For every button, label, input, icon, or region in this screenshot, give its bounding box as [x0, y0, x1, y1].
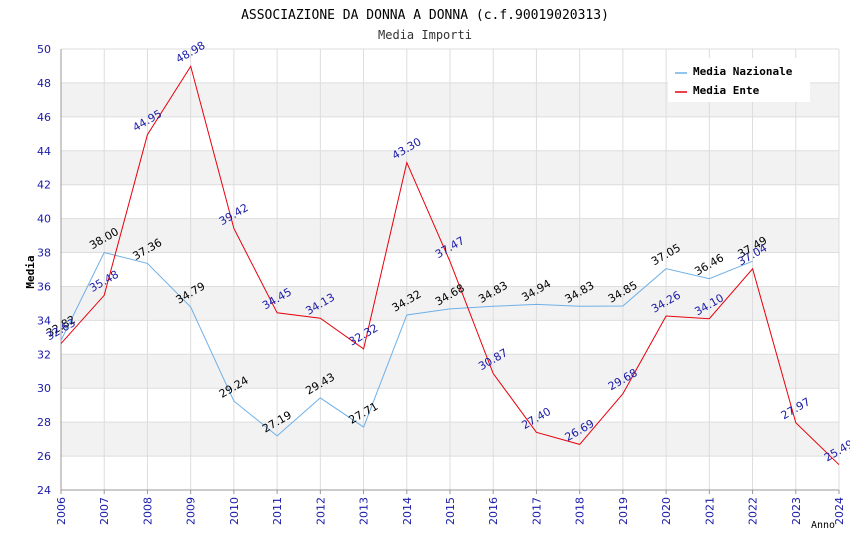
x-tick-label-2016: 2016: [487, 497, 500, 525]
legend: Media Nazionale Media Ente: [668, 58, 810, 102]
y-axis-label: Media: [24, 255, 37, 288]
series-line-media-nazionale: [60, 251, 753, 437]
x-tick-label-2017: 2017: [530, 497, 543, 525]
x-tick-label-2023: 2023: [790, 497, 803, 525]
x-tick-label-2011: 2011: [271, 497, 284, 525]
series-lines: [60, 65, 840, 466]
y-tick-label-38: 38: [37, 247, 51, 260]
x-tick-label-2009: 2009: [185, 497, 198, 525]
x-tick-label-2020: 2020: [660, 497, 673, 525]
x-tick-label-2019: 2019: [617, 497, 630, 525]
y-tick-label-48: 48: [37, 77, 51, 90]
x-tick-label-2022: 2022: [747, 497, 760, 525]
x-tick-label-2014: 2014: [401, 497, 414, 525]
x-tick-label-2012: 2012: [314, 497, 327, 525]
y-tick-label-44: 44: [37, 145, 51, 158]
x-tick-label-2013: 2013: [358, 497, 371, 525]
legend-label-media-ente: Media Ente: [693, 84, 760, 97]
x-tick-label-2018: 2018: [574, 497, 587, 525]
x-axis-label: Anno: [811, 520, 835, 531]
y-tick-label-24: 24: [37, 484, 51, 497]
axes: [60, 49, 840, 494]
y-tick-label-36: 36: [37, 280, 51, 293]
y-tick-label-26: 26: [37, 450, 51, 463]
x-tick-label-2021: 2021: [703, 497, 716, 525]
y-tick-label-30: 30: [37, 382, 51, 395]
y-tick-label-34: 34: [37, 314, 51, 327]
y-tick-label-42: 42: [37, 179, 51, 192]
x-tick-label-2024: 2024: [833, 497, 846, 525]
y-tick-label-28: 28: [37, 416, 51, 429]
x-tick-labels: 2006 2007 2008 2009 2010 2011 2012 2013 2014 2015…: [55, 497, 846, 525]
series-line-media-ente: [60, 65, 840, 466]
y-tick-label-50: 50: [37, 43, 51, 56]
y-tick-label-40: 40: [37, 213, 51, 226]
y-tick-label-46: 46: [37, 111, 51, 124]
x-tick-label-2008: 2008: [141, 497, 154, 525]
y-tick-label-32: 32: [37, 348, 51, 361]
y-tick-labels: 24 26 28 30 32 34 36 38 40 42 44 46 48 50: [37, 43, 51, 497]
chart-subtitle: Media Importi: [378, 28, 472, 42]
legend-label-media-nazionale: Media Nazionale: [693, 65, 793, 78]
x-tick-label-2007: 2007: [98, 497, 111, 525]
x-tick-label-2010: 2010: [228, 497, 241, 525]
gridlines: [60, 48, 840, 491]
x-tick-label-2015: 2015: [444, 497, 457, 525]
chart-title: ASSOCIAZIONE DA DONNA A DONNA (c.f.90019…: [241, 8, 609, 23]
legend-box: [668, 58, 810, 102]
x-tick-label-2006: 2006: [55, 497, 68, 525]
